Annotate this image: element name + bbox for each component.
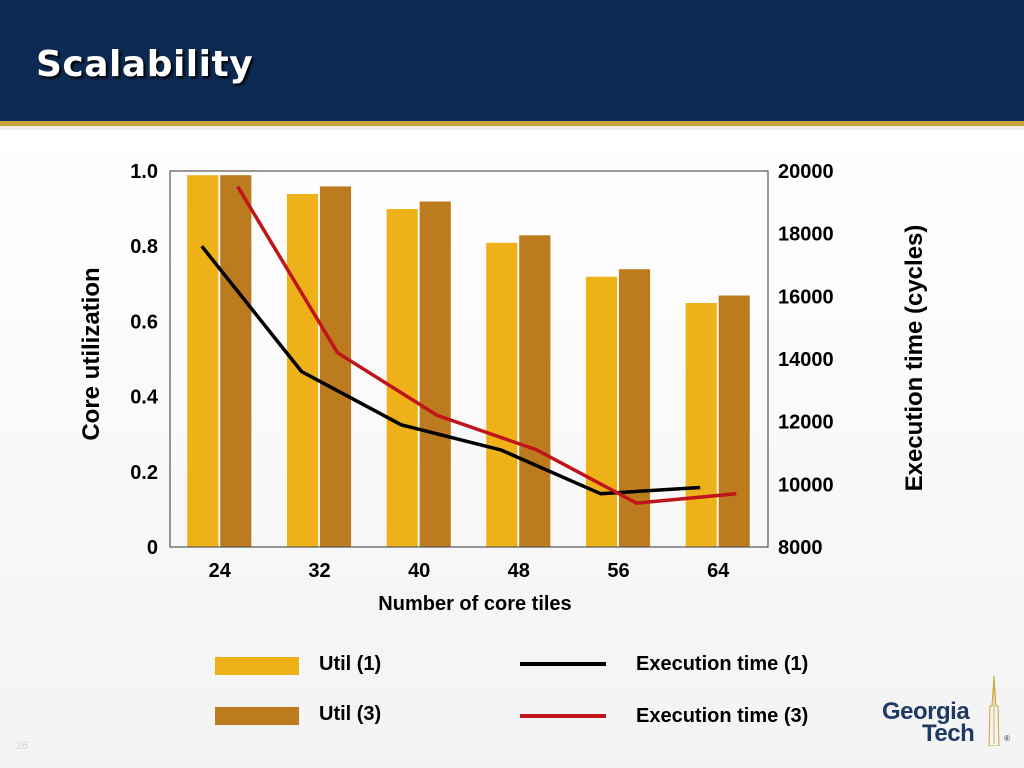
legend-label-util-3: Util (3): [319, 703, 381, 725]
plot-frame: [169, 170, 769, 548]
y2-axis-label: Execution time (cycles): [901, 225, 928, 492]
y-tick-label: 0.6: [130, 311, 158, 333]
legend-label-execution-time-3: Execution time (3): [636, 705, 808, 727]
x-tick-label: 40: [408, 560, 430, 582]
header-light-rule: [0, 126, 1024, 130]
legend-swatch-util-3: [215, 707, 299, 725]
logo-text-georgia: Georgia: [882, 698, 970, 725]
x-axis-ticks: 24 32 40 48 56 64: [209, 560, 731, 582]
y-tick-label: 0: [147, 537, 158, 559]
y2-tick-label: 8000: [778, 537, 823, 559]
y-tick-label: 0.8: [130, 236, 158, 258]
legend-label-execution-time-1: Execution time (1): [636, 653, 808, 675]
chart-legend: Util (1) Util (3) Execution time (1) Execut…: [215, 653, 808, 727]
y2-tick-label: 16000: [778, 286, 834, 308]
header-gold-rule: [0, 121, 1024, 126]
logo-text-tech: Tech: [922, 720, 975, 747]
bar-util-3-24: [219, 174, 253, 548]
registered-mark: ®: [1004, 734, 1010, 743]
x-tick-label: 56: [607, 560, 629, 582]
x-axis-label: Number of core tiles: [378, 593, 571, 615]
bar-util-1-64: [684, 302, 718, 548]
y-axis-ticks: 0 0.2 0.4 0.6 0.8 1.0: [130, 161, 159, 559]
y2-tick-label: 20000: [778, 161, 834, 183]
bar-util-1-56: [585, 275, 618, 548]
y-axis-label: Core utilization: [78, 267, 105, 440]
bar-util-3-32: [319, 185, 352, 548]
bar-util-3-48: [518, 234, 552, 548]
bar-util-3-56: [618, 268, 651, 548]
x-tick-label: 64: [707, 560, 730, 582]
legend-label-util-1: Util (1): [319, 653, 381, 675]
x-tick-label: 48: [508, 560, 530, 582]
slide-title: Scalability: [36, 44, 254, 85]
y2-tick-label: 18000: [778, 224, 834, 246]
y2-tick-label: 10000: [778, 474, 834, 496]
slide-header: Scalability: [0, 0, 1024, 121]
bar-util-1-40: [385, 208, 419, 548]
y-tick-label: 0.4: [130, 387, 159, 409]
bar-util-3-40: [418, 200, 452, 548]
bar-util-1-24: [186, 174, 220, 548]
y2-tick-label: 12000: [778, 412, 834, 434]
bars-layer: [186, 174, 751, 548]
lines-layer: [200, 185, 737, 505]
page-number: 26: [16, 740, 29, 752]
x-tick-label: 32: [308, 560, 330, 582]
line-execution-time-3: [236, 185, 737, 505]
y-tick-label: 0.2: [130, 462, 158, 484]
tech-tower-icon: [988, 676, 1000, 746]
legend-swatch-util-1: [215, 657, 299, 675]
bar-util-1-48: [485, 241, 519, 548]
georgia-tech-logo: Georgia Tech ®: [878, 676, 1018, 756]
x-tick-label: 24: [209, 560, 232, 582]
bar-util-3-64: [717, 294, 751, 548]
y-tick-label: 1.0: [130, 161, 158, 183]
y2-axis-ticks: 8000 10000 12000 14000 16000 18000 20000: [778, 161, 834, 559]
y2-tick-label: 14000: [778, 349, 834, 371]
